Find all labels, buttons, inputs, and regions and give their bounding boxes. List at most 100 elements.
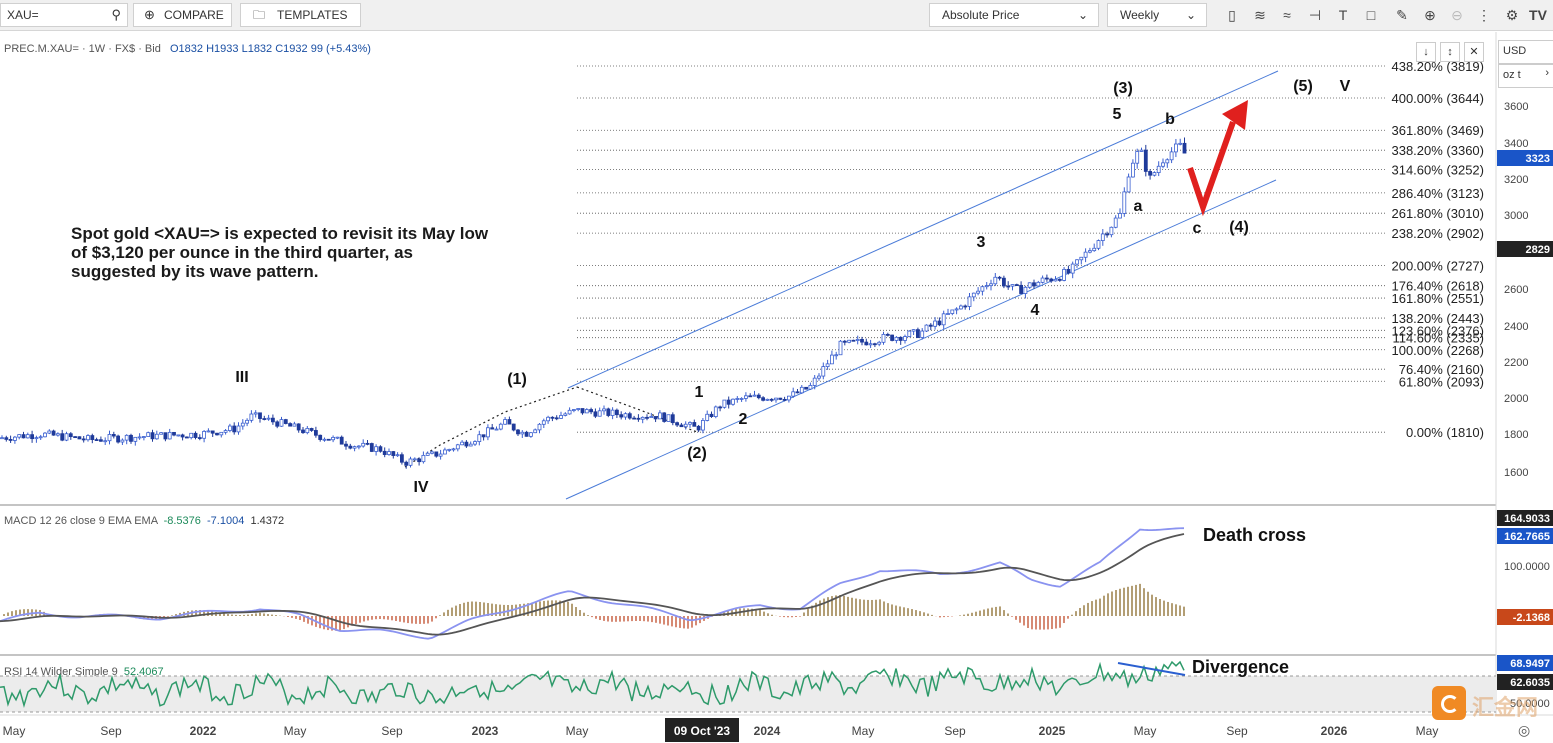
candle-body: [1131, 162, 1135, 178]
search-icon[interactable]: ⚲: [111, 7, 121, 22]
macd-hist-tag: -2.1368: [1497, 609, 1553, 625]
candle-body: [705, 413, 710, 421]
candle-body: [163, 432, 168, 440]
templates-button[interactable]: 🗀 TEMPLATES: [240, 3, 361, 27]
candle-body: [1174, 143, 1178, 153]
candle-body: [920, 330, 925, 338]
candle-body: [679, 424, 684, 428]
wave-icon[interactable]: ≈: [1283, 7, 1291, 23]
templates-label: TEMPLATES: [277, 8, 348, 22]
wave-label: b: [1165, 111, 1175, 128]
time-tick-label: Sep: [381, 724, 403, 738]
time-tick-label: 2023: [472, 724, 499, 738]
candle-body: [167, 431, 172, 440]
candle-body: [593, 411, 598, 417]
candle-body: [270, 417, 275, 423]
candle-body: [193, 432, 198, 438]
candle-body: [627, 413, 632, 419]
wave-label: 3: [977, 234, 986, 251]
fib-label: 100.00% (2268): [1391, 343, 1484, 358]
candle-body: [1062, 268, 1066, 281]
candle-body: [81, 438, 86, 441]
macd-signal-line: [0, 533, 1185, 636]
more-options-icon[interactable]: ⋮: [1477, 7, 1491, 23]
rsi-band: [0, 676, 1496, 712]
candle-body: [735, 398, 740, 400]
interval-select[interactable]: Weekly ⌄: [1107, 3, 1207, 27]
unit-value: oz t: [1503, 69, 1521, 81]
reset-settings-icon[interactable]: ◎: [1518, 722, 1531, 738]
horizontal-line-icon[interactable]: ⊣: [1308, 7, 1322, 23]
currency-value: USD: [1503, 45, 1527, 57]
candle-body: [1118, 213, 1122, 219]
zoom-in-icon[interactable]: ⊕: [1424, 7, 1436, 23]
candle-body: [980, 286, 985, 292]
time-tick-label: 2022: [190, 724, 217, 738]
candle-body: [120, 439, 125, 443]
compare-label: COMPARE: [164, 8, 224, 22]
candle-body: [464, 441, 469, 447]
candle-body: [855, 339, 860, 342]
macd-tag: 164.9033: [1497, 510, 1553, 526]
candle-body: [907, 330, 912, 337]
candle-body: [554, 417, 559, 420]
candle-body: [1143, 149, 1148, 172]
compare-button[interactable]: ⊕ COMPARE: [133, 3, 232, 27]
candle-body: [963, 305, 968, 308]
draw-tool-icon[interactable]: ✎: [1396, 7, 1408, 23]
candle-body: [916, 329, 920, 338]
shape-tool-icon[interactable]: □: [1366, 7, 1376, 23]
candle-body: [744, 395, 748, 399]
candle-body: [133, 436, 138, 442]
candle-body: [864, 341, 869, 346]
macd-tag-text: 164.9033: [1504, 513, 1550, 525]
candle-body: [636, 417, 641, 420]
candlestick-icon[interactable]: ▯: [1228, 7, 1236, 23]
candle-body: [184, 436, 189, 439]
candle-body: [1070, 263, 1075, 274]
price-axis: 1600180020002200240026002800300032003400…: [1504, 101, 1528, 479]
candle-body: [455, 444, 460, 450]
symbol-input[interactable]: XAU= ⚲: [0, 3, 128, 27]
indicators-icon[interactable]: ≋: [1254, 7, 1266, 23]
candle-body: [494, 428, 499, 431]
symbol-value: XAU=: [7, 8, 39, 22]
close-icon[interactable]: ✕: [1464, 42, 1484, 62]
candle-body: [408, 458, 413, 466]
candle-body: [658, 412, 662, 420]
candle-body: [1079, 256, 1084, 261]
price-mode-select[interactable]: Absolute Price ⌄: [929, 3, 1099, 27]
candle-body: [34, 437, 39, 440]
zoom-out-icon[interactable]: ⊖: [1451, 7, 1463, 23]
candle-body: [4, 437, 9, 440]
candle-body: [245, 419, 250, 424]
logo-text: 汇金网: [1472, 695, 1539, 720]
candle-body: [507, 419, 512, 425]
settings-gear-icon[interactable]: ⚙: [1505, 7, 1519, 23]
unit-select[interactable]: oz t ›: [1498, 64, 1553, 88]
candle-body: [1075, 259, 1079, 265]
candle-body: [804, 386, 808, 390]
candle-body: [417, 458, 422, 463]
crosshair-price-tag-text: 2829: [1526, 244, 1550, 256]
crosshair-price-tag: 2829: [1497, 241, 1553, 257]
collapse-icon[interactable]: ↕: [1440, 42, 1460, 62]
candle-body: [1040, 277, 1045, 283]
crosshair-date-tag: [665, 718, 739, 742]
candle-body: [56, 433, 60, 436]
macd-value-2: -7.1004: [207, 515, 245, 527]
candle-body: [1148, 171, 1152, 176]
macd-title: MACD 12 26 close 9 EMA EMA: [4, 515, 158, 527]
currency-select[interactable]: USD: [1498, 40, 1553, 64]
fib-label: 61.80% (2093): [1399, 374, 1484, 389]
text-tool-icon[interactable]: T: [1338, 7, 1348, 23]
candle-body: [868, 343, 873, 346]
candle-body: [348, 445, 353, 449]
candle-body: [240, 422, 245, 427]
arrow-down-icon[interactable]: ↓: [1416, 42, 1436, 62]
arrow-head-icon: [1222, 100, 1248, 130]
fib-label: 161.80% (2551): [1391, 291, 1484, 306]
candle-body: [993, 276, 998, 285]
candle-body: [331, 436, 336, 441]
